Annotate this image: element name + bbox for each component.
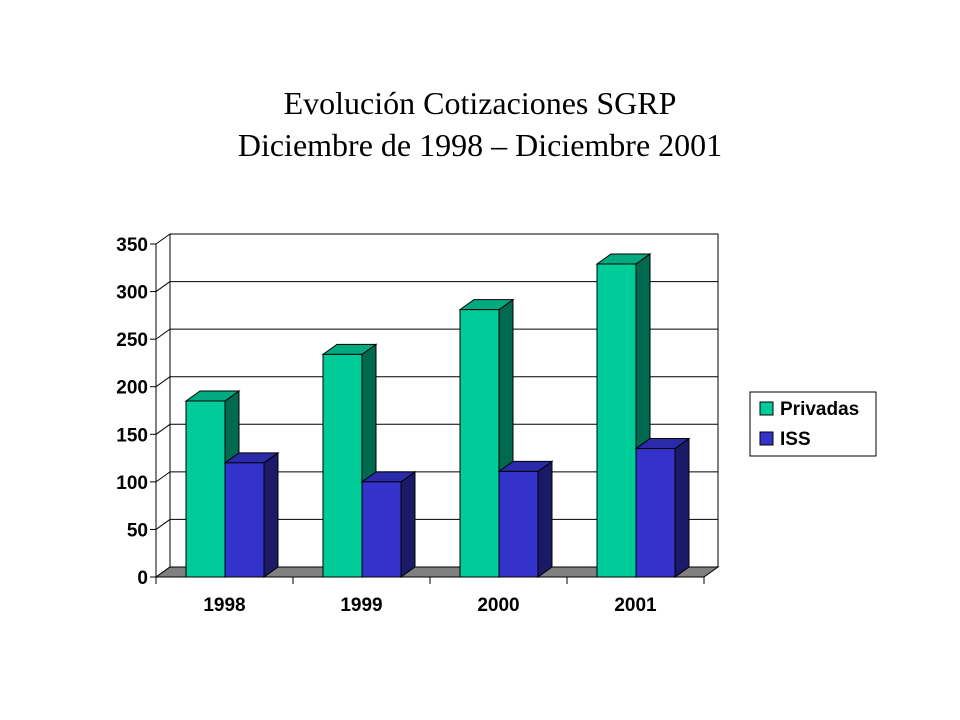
bar-iss-2001[interactable]	[634, 437, 691, 578]
bar-side-face	[537, 460, 553, 578]
x-tick-label-1999: 1999	[340, 595, 382, 616]
y-tick-label: 100	[116, 473, 148, 494]
bar-side-face	[400, 470, 416, 578]
bar-privadas-1998[interactable]	[184, 390, 241, 578]
bar-front-face	[322, 353, 363, 578]
bar-front-face	[185, 400, 226, 578]
bar-front-face	[596, 263, 637, 578]
legend: Privadas ISS	[749, 391, 877, 457]
legend-label-iss: ISS	[780, 429, 811, 450]
y-tick-label: 300	[116, 283, 148, 304]
side-gridline	[155, 519, 171, 530]
side-gridline	[155, 233, 171, 245]
side-gridline	[155, 376, 171, 388]
bar-front-face	[224, 462, 265, 578]
side-gridline	[155, 423, 171, 435]
bar-iss-1999[interactable]	[360, 470, 417, 578]
y-axis-ticks: 0 50 100 150 200 250 300 350	[116, 235, 156, 589]
x-tick-label-2001: 2001	[614, 595, 657, 616]
x-tick-label-1998: 1998	[203, 595, 245, 616]
side-gridline	[155, 281, 171, 292]
y-tick-label: 0	[137, 568, 148, 589]
side-gridline	[155, 471, 171, 483]
bar-side-face	[263, 451, 279, 578]
chart-title-line-1: Evolución Cotizaciones SGRP	[283, 85, 677, 121]
bar-side-face	[674, 437, 690, 578]
y-tick-label: 350	[116, 235, 148, 256]
bar-iss-2000[interactable]	[497, 460, 554, 578]
y-tick-label: 150	[116, 425, 148, 446]
chart-title-line-2: Diciembre de 1998 – Diciembre 2001	[237, 127, 723, 163]
bar-front-face	[635, 448, 676, 578]
side-gridline	[155, 328, 171, 340]
y-tick-label: 200	[116, 378, 148, 399]
legend-label-privadas: Privadas	[780, 399, 859, 420]
bar-front-face	[498, 470, 539, 578]
legend-swatch-privadas	[759, 401, 774, 416]
x-axis: 1998 1999 2000 2001	[155, 576, 705, 616]
y-tick-label: 50	[127, 520, 148, 541]
legend-swatch-iss	[759, 431, 774, 446]
bar-front-face	[361, 481, 402, 578]
x-tick-label-2000: 2000	[477, 595, 519, 616]
y-tick-label: 250	[116, 330, 148, 351]
bar-iss-1998[interactable]	[223, 451, 280, 578]
bar-front-face	[459, 309, 500, 578]
bars-group	[184, 253, 691, 578]
chart-title: Evolución Cotizaciones SGRP Diciembre de…	[0, 82, 960, 166]
